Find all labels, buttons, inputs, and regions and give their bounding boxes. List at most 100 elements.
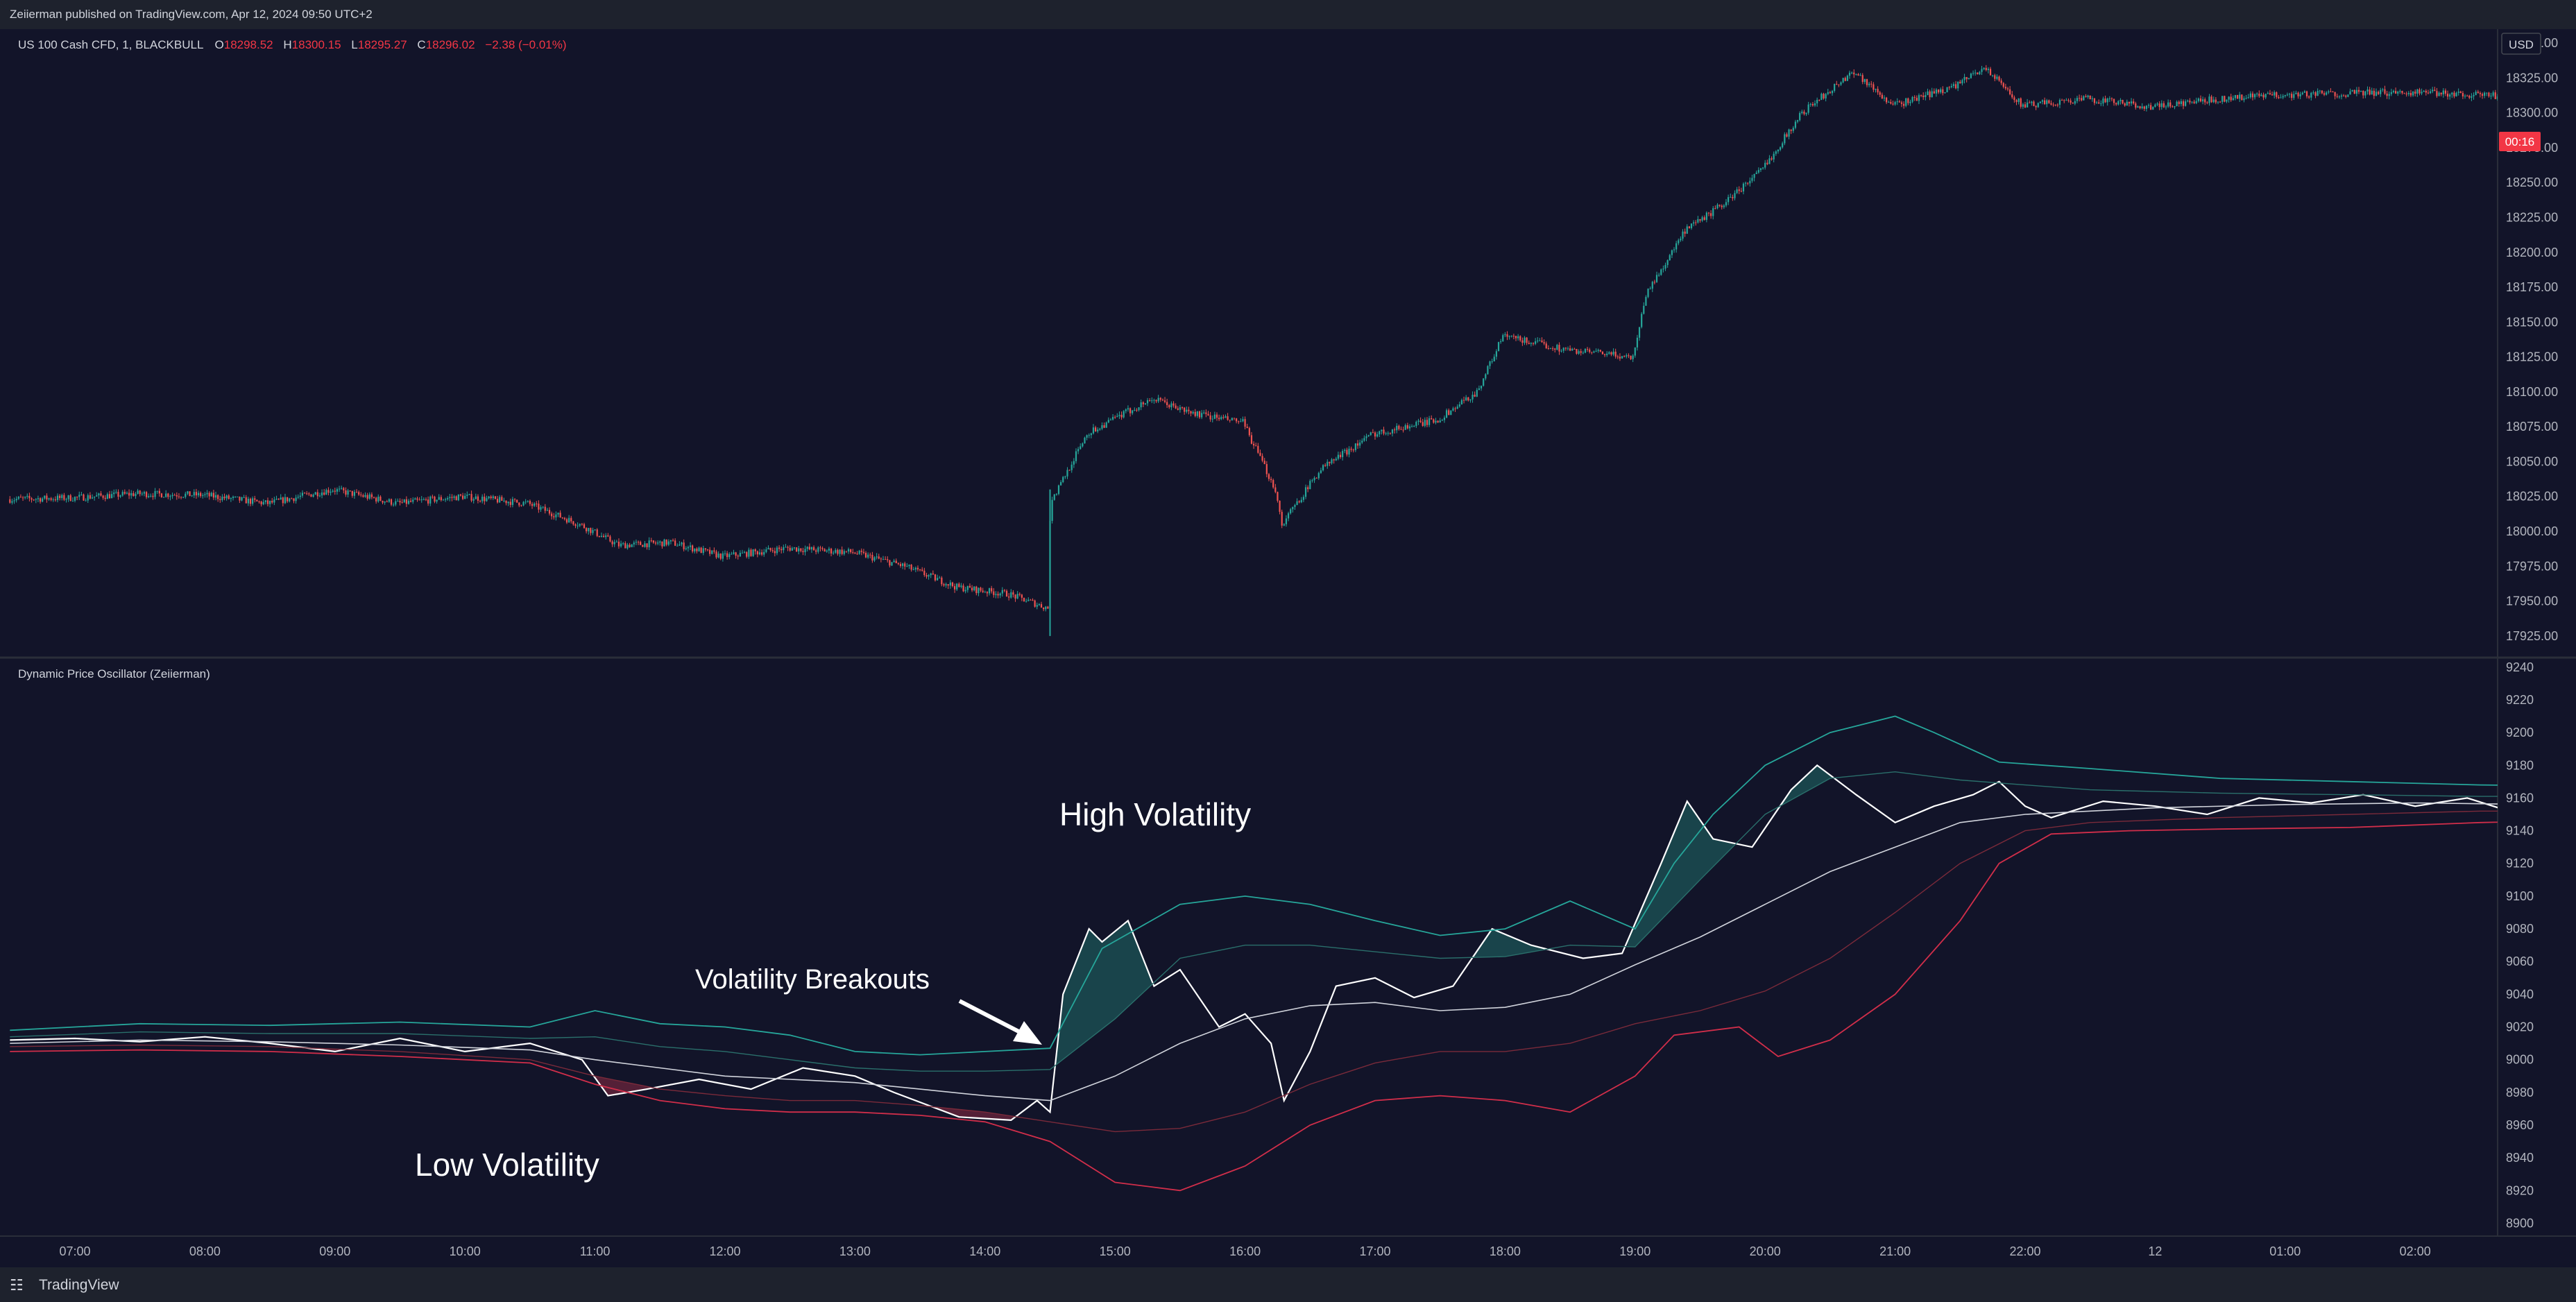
candle-body [2058,100,2061,105]
candle-body [1300,499,1302,503]
candle-body [574,524,577,526]
candle-body [2232,98,2234,101]
oscillator-axis[interactable]: 9240 9220 9200 9180 9160 9140 9120 9100 9080 9060… [2506,660,2534,1231]
candle-body [1101,425,1103,429]
candle-body [327,490,330,493]
time-axis[interactable]: 07:00 08:00 09:00 10:00 11:00 12:00 13:00 14:00… [59,1244,2430,1258]
candle-body [2481,94,2484,96]
price-legend[interactable]: US 100 Cash CFD, 1, BLACKBULL O18298.52 … [18,38,567,51]
candle-body [862,551,864,554]
candle-body [461,495,464,499]
candle-body [2174,105,2176,108]
candle-body [123,492,126,494]
candle-body [1541,340,1543,343]
candle-body [418,499,420,501]
oscillator-tick-label: 9180 [2506,758,2534,772]
currency-button[interactable]: USD [2501,33,2541,55]
candle-body [1844,78,1846,81]
candle-body [39,498,42,502]
candle-body [145,492,148,497]
candle-body [2386,94,2388,96]
volatility-fill [1474,929,1547,958]
candle-body [1989,69,1992,76]
candle-body [1959,81,1961,84]
oscillator-title[interactable]: Dynamic Price Oscillator (Zeiierman) [18,667,210,680]
candle-body [795,547,798,551]
candle-body [1623,356,1626,357]
candle-body [2423,90,2425,92]
candle-body [1707,212,1710,214]
candle-body [676,545,679,547]
candle-body [2236,95,2239,99]
candle-body [2326,92,2328,95]
candle-body [1302,497,1305,500]
candle-body [1716,205,1718,209]
candle-body [617,541,620,547]
candle-body [2104,98,2106,103]
candle-body [522,502,524,506]
candle-body [1268,474,1270,479]
currency-button-frame[interactable] [2501,33,2541,55]
candle-body [513,499,516,500]
candle-body [1413,426,1415,427]
candle-body [1129,408,1132,413]
time-tick-label: 12:00 [709,1244,740,1258]
candle-body [1149,400,1151,402]
candle-body [2310,92,2312,98]
candle-body [1603,354,1606,355]
candle-body [1771,158,1773,160]
candle-body [1257,445,1259,453]
candle-body [1571,348,1573,351]
candle-body [1911,96,1913,102]
candle-body [2362,91,2364,96]
footer-brand[interactable]: TradingView [39,1277,119,1293]
candle-body [1389,433,1391,434]
candle-body [568,517,570,523]
candle-body [2037,103,2039,108]
candle-body [1279,500,1281,512]
price-axis[interactable]: 18350.0018325.0018300.0018275.0018250.00… [2506,36,2558,643]
candle-body [949,582,951,586]
candle-body [683,542,685,549]
chart-area[interactable]: 18350.0018325.0018300.0018275.0018250.00… [0,29,2576,1267]
candle-body [17,497,19,499]
candle-body [765,549,767,552]
candle-body [659,541,661,543]
candle-body [1524,337,1526,343]
candle-body [247,499,249,504]
candle-body [1036,605,1038,607]
candle-body [540,507,542,510]
candle-body [2317,91,2319,96]
time-tick-label: 09:00 [319,1244,350,1258]
candle-body [1012,592,1014,595]
candle-body [1890,102,1892,104]
oscillator-series-line [10,715,2498,1056]
oscillator-tick-label: 9140 [2506,824,2534,838]
candle-body [988,588,991,594]
candle-body [1417,420,1419,422]
candle-body [1521,340,1524,343]
candle-body [2241,94,2243,101]
candle-body [1290,509,1292,513]
candle-body [1337,454,1340,459]
candle-body [1965,77,1968,80]
candle-body [223,496,225,499]
candle-body [1863,79,1866,83]
price-tick-label: 17950.00 [2506,594,2558,608]
time-tick-label: 08:00 [189,1244,221,1258]
oscillator-tick-label: 9200 [2506,726,2534,739]
candle-body [1465,397,1467,401]
chart-canvas[interactable]: 18350.0018325.0018300.0018275.0018250.00… [0,29,2576,1267]
candle-body [212,492,214,498]
candle-body [2226,99,2228,102]
candle-body [2239,94,2241,99]
candle-body [756,551,758,555]
candle-body [338,488,341,490]
candle-body [31,498,33,500]
candle-body [906,566,908,567]
tradingview-logo-icon[interactable]: ☷ [10,1276,24,1294]
currency-label[interactable]: USD [2509,38,2534,51]
candle-body [1647,289,1649,298]
candle-body [148,496,150,497]
candle-body [2041,100,2044,102]
